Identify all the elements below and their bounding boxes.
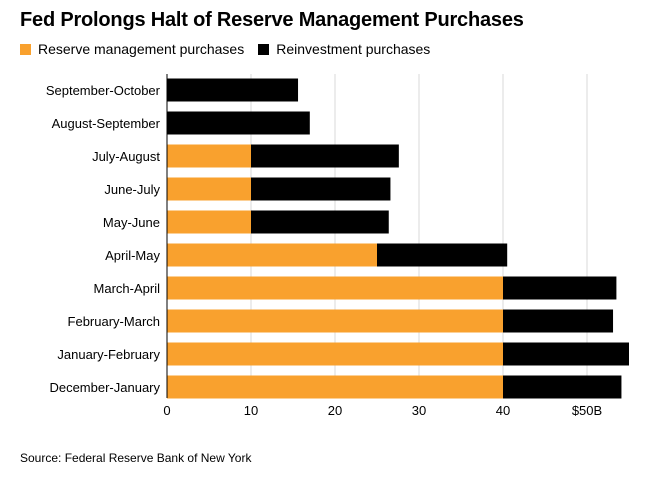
chart-title: Fed Prolongs Halt of Reserve Management … [20, 9, 524, 31]
category-label: June-July [104, 182, 160, 197]
source-note: Source: Federal Reserve Bank of New York [20, 451, 252, 465]
bar-reserve-january-february [167, 342, 503, 366]
x-tick-label: 10 [244, 403, 258, 418]
bar-reinvestment-may-june [251, 210, 389, 234]
bar-reinvestment-august-september [167, 111, 310, 135]
bar-reserve-march-april [167, 276, 503, 300]
x-tick-label: 40 [496, 403, 510, 418]
category-label: September-October [46, 83, 161, 98]
legend: Reserve management purchases Reinvestmen… [20, 41, 444, 57]
bar-reserve-may-june [167, 210, 251, 234]
bar-reinvestment-february-march [503, 309, 614, 333]
category-label: February-March [68, 314, 160, 329]
bar-reinvestment-january-february [503, 342, 629, 366]
bar-reinvestment-september-october [167, 78, 299, 102]
bar-reinvestment-july-august [251, 144, 399, 168]
x-tick-label: $50B [572, 403, 602, 418]
x-tick-label: 20 [328, 403, 342, 418]
stacked-bar-chart: September-October August-September July-Au… [46, 74, 629, 418]
category-label: May-June [103, 215, 160, 230]
legend-item-reinvestment: Reinvestment purchases [258, 41, 430, 57]
bar-reserve-april-may [167, 243, 377, 267]
bar-reinvestment-june-july [251, 177, 391, 201]
legend-swatch-reserve [20, 43, 31, 55]
x-tick-label: 0 [163, 403, 170, 418]
x-tick-label: 30 [412, 403, 426, 418]
bar-reinvestment-march-april [503, 276, 617, 300]
bar-reserve-july-august [167, 144, 251, 168]
category-label: August-September [52, 116, 161, 131]
category-label: July-August [92, 149, 160, 164]
category-label: March-April [94, 281, 161, 296]
category-label: April-May [105, 248, 160, 263]
bar-reserve-february-march [167, 309, 503, 333]
legend-swatch-reinvestment [258, 43, 270, 55]
legend-label-reserve: Reserve management purchases [38, 41, 245, 57]
category-label: December-January [49, 380, 160, 395]
legend-item-reserve: Reserve management purchases [20, 41, 244, 57]
bar-reserve-december-january [167, 375, 503, 399]
bar-reinvestment-april-may [377, 243, 508, 267]
bar-reinvestment-december-january [503, 375, 622, 399]
category-label: January-February [57, 347, 160, 362]
legend-label-reinvestment: Reinvestment purchases [276, 41, 431, 57]
bar-reserve-june-july [167, 177, 251, 201]
